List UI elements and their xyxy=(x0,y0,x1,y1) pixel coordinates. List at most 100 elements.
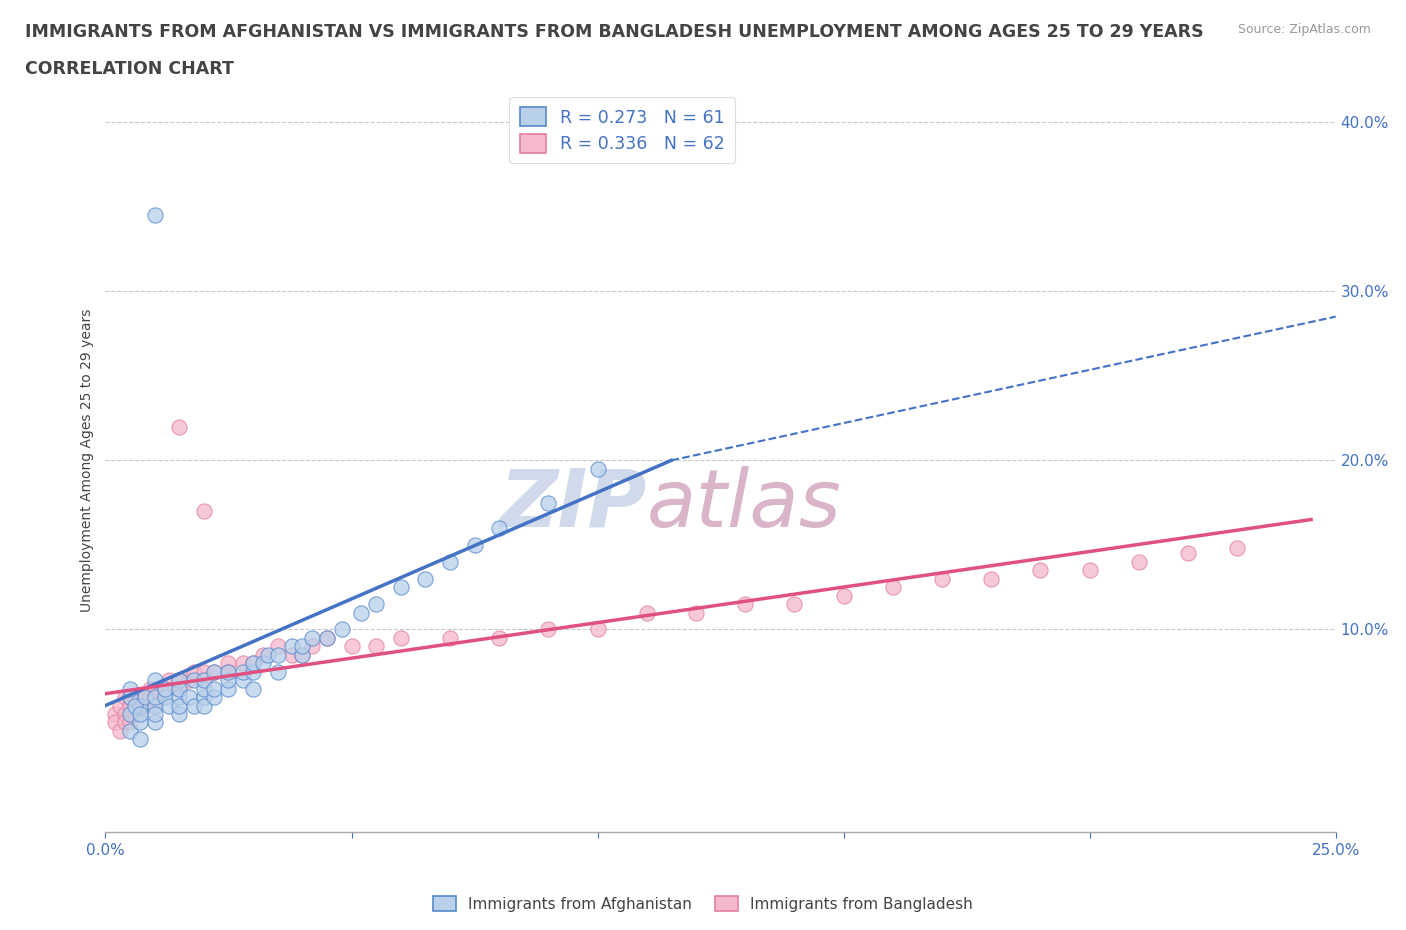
Point xyxy=(537,495,560,510)
Point xyxy=(124,707,146,722)
Point xyxy=(120,681,141,696)
Text: Source: ZipAtlas.com: Source: ZipAtlas.com xyxy=(1237,23,1371,36)
Point xyxy=(315,631,337,645)
Point xyxy=(169,681,191,696)
Point xyxy=(439,631,461,645)
Point xyxy=(301,639,323,654)
Point xyxy=(159,672,180,687)
Point xyxy=(586,461,609,476)
Text: IMMIGRANTS FROM AFGHANISTAN VS IMMIGRANTS FROM BANGLADESH UNEMPLOYMENT AMONG AGE: IMMIGRANTS FROM AFGHANISTAN VS IMMIGRANT… xyxy=(25,23,1204,41)
Point xyxy=(104,715,127,730)
Point xyxy=(169,681,191,696)
Point xyxy=(143,672,166,687)
Point xyxy=(183,672,205,687)
Point xyxy=(267,664,290,679)
Point xyxy=(366,639,388,654)
Point xyxy=(232,656,254,671)
Point xyxy=(138,681,162,696)
Point xyxy=(169,672,191,687)
Point xyxy=(143,207,166,222)
Point xyxy=(124,698,146,713)
Point xyxy=(218,664,240,679)
Point xyxy=(159,698,180,713)
Point xyxy=(179,690,201,705)
Text: CORRELATION CHART: CORRELATION CHART xyxy=(25,60,235,78)
Point xyxy=(120,698,141,713)
Point xyxy=(114,690,136,705)
Point xyxy=(193,690,215,705)
Point xyxy=(232,664,254,679)
Point xyxy=(636,605,658,620)
Point xyxy=(153,681,176,696)
Point xyxy=(252,647,274,662)
Point xyxy=(193,504,215,519)
Point xyxy=(980,571,1002,586)
Point xyxy=(129,690,152,705)
Point xyxy=(179,672,201,687)
Point xyxy=(138,690,162,705)
Point xyxy=(488,631,510,645)
Point xyxy=(218,681,240,696)
Point xyxy=(120,715,141,730)
Point xyxy=(169,698,191,713)
Point xyxy=(143,698,166,713)
Point xyxy=(291,647,314,662)
Point xyxy=(202,690,225,705)
Point xyxy=(537,622,560,637)
Point xyxy=(143,698,166,713)
Point xyxy=(242,656,264,671)
Point xyxy=(415,571,437,586)
Point xyxy=(134,690,156,705)
Point xyxy=(242,664,264,679)
Point xyxy=(218,664,240,679)
Point xyxy=(257,647,280,662)
Point xyxy=(439,554,461,569)
Point xyxy=(242,656,264,671)
Point xyxy=(267,647,290,662)
Point xyxy=(330,622,353,637)
Point xyxy=(685,605,707,620)
Point xyxy=(143,681,166,696)
Point xyxy=(202,681,225,696)
Point xyxy=(488,521,510,536)
Point xyxy=(183,698,205,713)
Point xyxy=(882,579,904,594)
Text: atlas: atlas xyxy=(647,466,842,544)
Point xyxy=(464,538,486,552)
Point xyxy=(1078,563,1101,578)
Point xyxy=(586,622,609,637)
Point xyxy=(291,647,314,662)
Point xyxy=(267,639,290,654)
Point xyxy=(134,698,156,713)
Point xyxy=(202,664,225,679)
Point xyxy=(1226,541,1249,556)
Point xyxy=(153,690,176,705)
Point xyxy=(193,672,215,687)
Point xyxy=(114,715,136,730)
Point xyxy=(120,707,141,722)
Y-axis label: Unemployment Among Ages 25 to 29 years: Unemployment Among Ages 25 to 29 years xyxy=(80,309,94,612)
Point xyxy=(114,707,136,722)
Point xyxy=(832,588,855,603)
Point xyxy=(169,690,191,705)
Point xyxy=(124,690,146,705)
Point xyxy=(202,664,225,679)
Point xyxy=(366,597,388,612)
Point xyxy=(350,605,373,620)
Point xyxy=(134,690,156,705)
Point xyxy=(734,597,756,612)
Point xyxy=(1177,546,1199,561)
Point xyxy=(281,647,304,662)
Point xyxy=(169,419,191,434)
Point xyxy=(389,579,412,594)
Point xyxy=(218,672,240,687)
Point xyxy=(129,698,152,713)
Point xyxy=(110,724,132,738)
Point xyxy=(783,597,806,612)
Point xyxy=(193,664,215,679)
Point xyxy=(242,681,264,696)
Point xyxy=(193,681,215,696)
Point xyxy=(1029,563,1052,578)
Point xyxy=(143,690,166,705)
Point xyxy=(110,698,132,713)
